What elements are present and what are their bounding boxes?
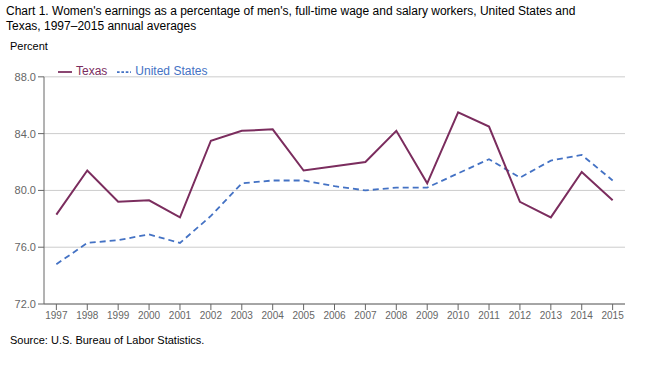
svg-text:80.0: 80.0 [15,184,36,196]
svg-text:2014: 2014 [571,310,594,321]
svg-text:2000: 2000 [138,310,161,321]
svg-text:2008: 2008 [385,310,408,321]
svg-text:88.0: 88.0 [15,71,36,83]
html-text:Texas: Texas [76,64,108,78]
svg-text:2001: 2001 [169,310,192,321]
svg-text:1997: 1997 [45,310,68,321]
svg-text:2007: 2007 [354,310,377,321]
svg-text:84.0: 84.0 [15,128,36,140]
svg-text:2011: 2011 [478,310,500,321]
html-text:Chart 1. Women's earnings as a: Chart 1. Women's earnings as a percentag… [6,4,576,18]
html-text:Percent: Percent [10,40,48,52]
svg-text:2005: 2005 [292,310,315,321]
html-text:Source: U.S. Bureau of Labor S: Source: U.S. Bureau of Labor Statistics. [10,334,205,346]
svg-text:2015: 2015 [602,310,625,321]
svg-text:76.0: 76.0 [15,241,36,253]
svg-text:2009: 2009 [416,310,439,321]
html-text:Texas, 1997–2015 annual averag: Texas, 1997–2015 annual averages [6,19,197,33]
svg-text:2002: 2002 [200,310,223,321]
html-text:United States: United States [135,64,208,78]
svg-text:2013: 2013 [540,310,563,321]
svg-text:2006: 2006 [323,310,346,321]
svg-text:2003: 2003 [231,310,254,321]
svg-text:2012: 2012 [509,310,532,321]
svg-text:72.0: 72.0 [15,298,36,310]
svg-text:1999: 1999 [107,310,130,321]
svg-text:2010: 2010 [447,310,470,321]
svg-text:2004: 2004 [262,310,285,321]
svg-text:1998: 1998 [76,310,99,321]
